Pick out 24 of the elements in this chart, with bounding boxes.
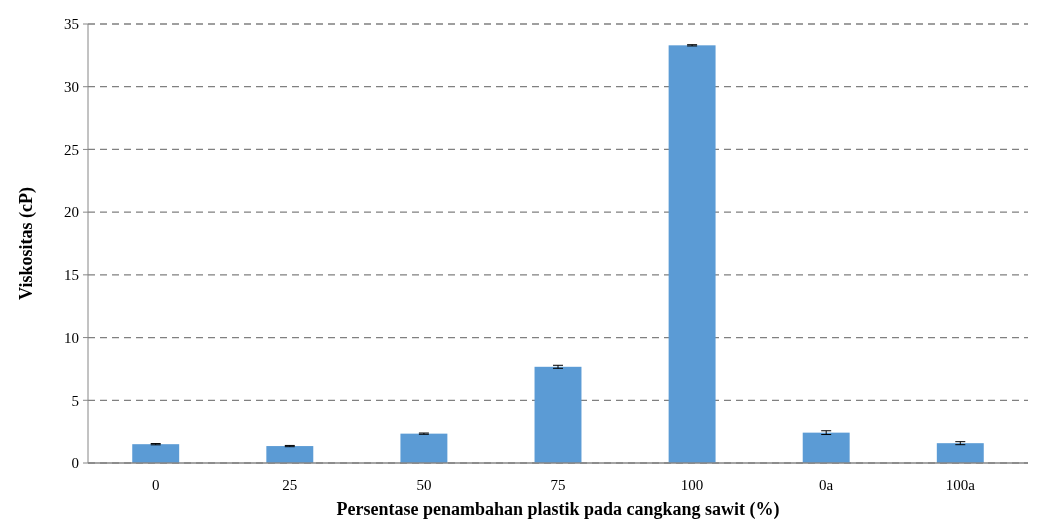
x-axis-title: Persentase penambahan plastik pada cangkang sawit (%) [336, 499, 780, 520]
y-tick-label: 30 [64, 78, 79, 95]
y-tick-label: 5 [71, 392, 79, 409]
x-tick-label: 100a [945, 477, 976, 493]
bar [936, 443, 984, 463]
y-tick-label: 10 [64, 329, 79, 346]
bar [534, 366, 582, 463]
x-tick-label: 50 [416, 477, 432, 493]
x-tick-label: 75 [550, 477, 566, 493]
y-tick-label: 35 [64, 16, 79, 33]
bar [802, 432, 850, 463]
x-tick-label: 25 [282, 477, 298, 493]
x-tick-label: 0 [151, 477, 160, 493]
y-tick-label: 15 [64, 267, 79, 284]
y-axis-title: Viskositas (cP) [16, 187, 37, 300]
bar [668, 45, 716, 463]
y-tick-label: 0 [71, 455, 79, 472]
bar [132, 444, 180, 463]
x-tick-label: 100 [680, 477, 704, 493]
y-tick-label: 25 [64, 141, 79, 158]
bar [266, 446, 314, 463]
x-tick-label: 0a [819, 477, 834, 493]
y-tick-label: 20 [64, 204, 79, 221]
bar [400, 433, 448, 463]
